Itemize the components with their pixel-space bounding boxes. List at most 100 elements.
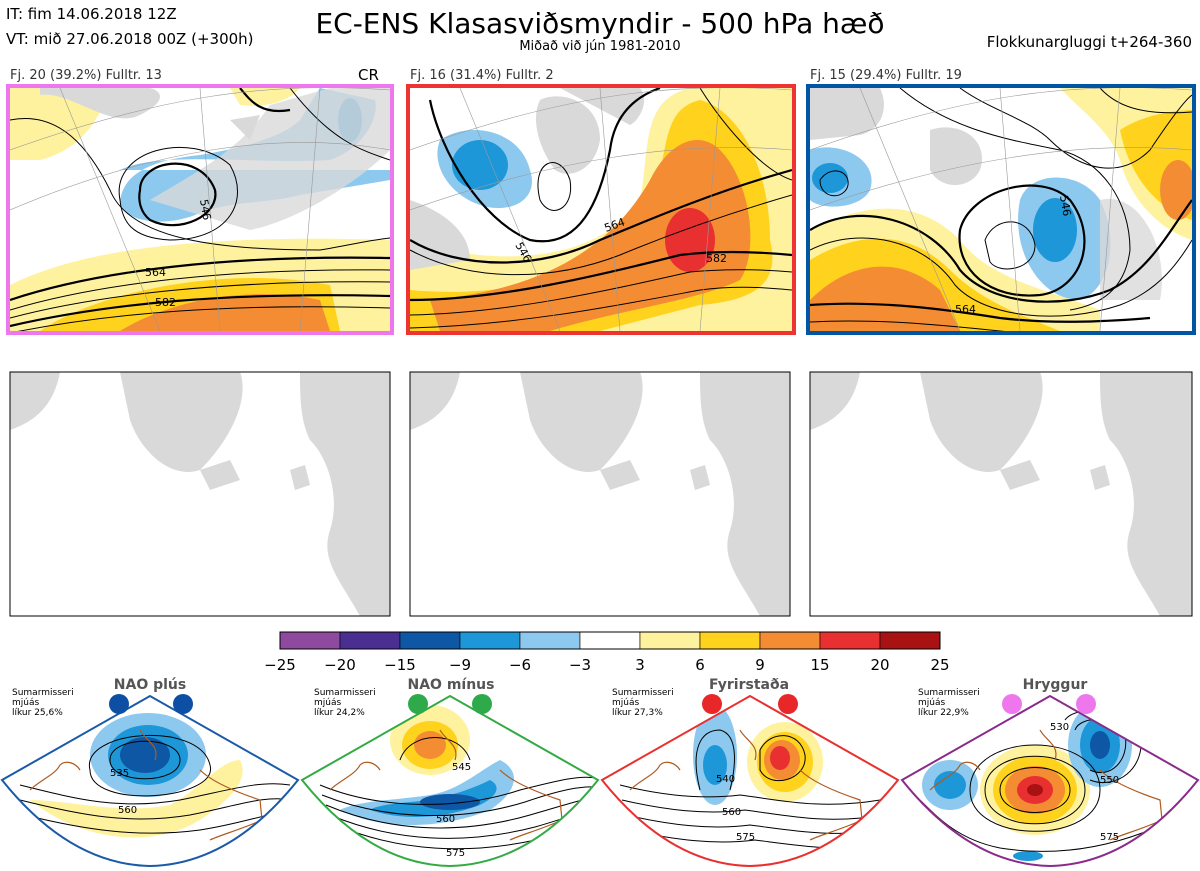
regime-2-contour-label-1: 545 bbox=[452, 762, 471, 773]
colorbar-swatch bbox=[459, 631, 521, 650]
blank-map-3 bbox=[810, 372, 1192, 616]
regime-4-map: 530 550 575 bbox=[902, 696, 1198, 866]
colorbar-tick-label: 6 bbox=[695, 656, 705, 674]
panel-3-map: 546 564 bbox=[810, 88, 1192, 331]
blank-map-1-border bbox=[9, 371, 391, 617]
regime-4-contour-label-2: 550 bbox=[1100, 775, 1119, 786]
panel-2-label: Fj. 16 (31.4%) Fulltr. 2 bbox=[410, 68, 554, 83]
regime-2-contour-label-2: 560 bbox=[436, 814, 455, 825]
colorbar-tick-label: −20 bbox=[324, 656, 356, 674]
regime-3-dot-left bbox=[702, 694, 722, 714]
regime-1-map: 535 560 bbox=[2, 696, 298, 866]
regime-2-border bbox=[300, 694, 600, 868]
blank-map-3-border bbox=[809, 371, 1193, 617]
regime-2-dot-left bbox=[408, 694, 428, 714]
regime-1-border bbox=[0, 694, 300, 868]
panel-1-contour-label-2: 564 bbox=[145, 266, 166, 279]
regime-3-contour-label-3: 575 bbox=[736, 832, 755, 843]
colorbar-swatch bbox=[699, 631, 761, 650]
chart-title: EC-ENS Klasasviðsmyndir - 500 hPa hæð bbox=[315, 7, 885, 40]
colorbar-tick-label: 20 bbox=[870, 656, 890, 674]
panel-1-map: 546 564 582 bbox=[10, 88, 390, 331]
regime-1-season: Sumarmisseri bbox=[12, 688, 74, 698]
chart-subtitle: Miðað við jún 1981-2010 bbox=[519, 39, 681, 54]
colorbar-tick-label: −9 bbox=[448, 656, 472, 674]
regime-4-dot-left bbox=[1002, 694, 1022, 714]
regime-maps: 535 560 545 560 575 bbox=[0, 694, 1200, 868]
colorbar-frame bbox=[279, 631, 941, 650]
colorbar-tick-label: −25 bbox=[264, 656, 296, 674]
regime-3-border bbox=[600, 694, 900, 868]
regime-3-smooth: mjúás bbox=[612, 698, 640, 708]
regime-1-smooth: mjúás bbox=[12, 698, 40, 708]
colorbar-swatch bbox=[519, 631, 581, 650]
colorbar-tick-label: 15 bbox=[810, 656, 830, 674]
regime-3-probability: líkur 27,3% bbox=[612, 708, 663, 718]
colorbar-tick-label: −6 bbox=[508, 656, 532, 674]
regime-4-smooth: mjúás bbox=[918, 698, 946, 708]
panel-3-contour-label-2: 564 bbox=[955, 303, 976, 316]
regime-1-info: Sumarmisseri mjúás líkur 25,6% bbox=[12, 688, 74, 718]
blank-map-2 bbox=[410, 372, 790, 616]
panel-1-contour-label-1: 546 bbox=[197, 198, 213, 221]
panel-3-contour-label-1: 546 bbox=[1057, 194, 1073, 217]
colorbar-tick-label: 9 bbox=[755, 656, 765, 674]
regime-2-smooth: mjúás bbox=[314, 698, 342, 708]
blank-map-2-border bbox=[409, 371, 791, 617]
colorbar-tick-label: 3 bbox=[635, 656, 645, 674]
classification-window: Flokkunargluggi t+264-360 bbox=[986, 33, 1192, 51]
colorbar-tick-label: 25 bbox=[930, 656, 950, 674]
regime-3-contour-label-2: 560 bbox=[722, 807, 741, 818]
regime-4-title: Hryggur bbox=[1022, 677, 1088, 693]
colorbar-swatch bbox=[819, 631, 881, 650]
regime-1-contour-label-1: 535 bbox=[110, 768, 129, 779]
panel-1-contour-label-3: 582 bbox=[155, 296, 176, 309]
panel-1-label: Fj. 20 (39.2%) Fulltr. 13 bbox=[10, 68, 162, 83]
regime-4-probability: líkur 22,9% bbox=[918, 708, 969, 718]
cluster-maps: 546 564 582 546 564 bbox=[6, 84, 1196, 617]
regime-3-map: 540 560 575 bbox=[602, 696, 898, 866]
regime-2-season: Sumarmisseri bbox=[314, 688, 376, 698]
colorbar-swatch bbox=[579, 631, 641, 650]
colorbar-swatch bbox=[639, 631, 701, 650]
regime-4-season: Sumarmisseri bbox=[918, 688, 980, 698]
regime-2-dot-right bbox=[472, 694, 492, 714]
colorbar-swatch bbox=[279, 631, 341, 650]
colorbar-tick-label: −15 bbox=[384, 656, 416, 674]
regime-3-title: Fyrirstaða bbox=[708, 677, 790, 693]
panel-3-label: Fj. 15 (29.4%) Fulltr. 19 bbox=[810, 68, 962, 83]
regime-3-info: Sumarmisseri mjúás líkur 27,3% bbox=[612, 688, 674, 718]
regime-1-title: NAO plús bbox=[113, 677, 187, 693]
panel-2-map: 546 564 582 bbox=[410, 88, 792, 331]
regime-1-dot-left bbox=[109, 694, 129, 714]
regime-1-contour-label-2: 560 bbox=[118, 805, 137, 816]
regime-3-dot-right bbox=[778, 694, 798, 714]
panel-2-border bbox=[406, 84, 796, 335]
regime-2-contour-label-3: 575 bbox=[446, 848, 465, 859]
regime-1-dot-right bbox=[173, 694, 193, 714]
blank-map-1 bbox=[10, 372, 390, 616]
regime-4-info: Sumarmisseri mjúás líkur 22,9% bbox=[918, 688, 980, 718]
colorbar bbox=[279, 631, 941, 650]
regime-3-contour-label-1: 540 bbox=[716, 774, 735, 785]
colorbar-swatch bbox=[399, 631, 461, 650]
regime-2-probability: líkur 24,2% bbox=[314, 708, 365, 718]
regime-4-border bbox=[900, 694, 1200, 868]
colorbar-swatch bbox=[879, 631, 941, 650]
colorbar-swatch bbox=[759, 631, 821, 650]
regime-2-info: Sumarmisseri mjúás líkur 24,2% bbox=[314, 688, 376, 718]
regime-2-title: NAO mínus bbox=[407, 677, 495, 693]
initial-time: IT: fim 14.06.2018 12Z bbox=[6, 5, 177, 23]
regime-4-contour-label-3: 575 bbox=[1100, 832, 1119, 843]
panel-3-border bbox=[806, 84, 1196, 335]
colorbar-swatch bbox=[339, 631, 401, 650]
colorbar-tick-label: −3 bbox=[568, 656, 592, 674]
panel-1-regime-tag: CR bbox=[358, 66, 379, 84]
valid-time: VT: mið 27.06.2018 00Z (+300h) bbox=[6, 30, 254, 48]
regime-1-probability: líkur 25,6% bbox=[12, 708, 63, 718]
panel-2-contour-label-3: 582 bbox=[706, 252, 727, 265]
regime-4-contour-label-1: 530 bbox=[1050, 722, 1069, 733]
regime-2-map: 545 560 575 bbox=[302, 696, 598, 866]
panel-1-border bbox=[6, 84, 394, 335]
regime-3-season: Sumarmisseri bbox=[612, 688, 674, 698]
